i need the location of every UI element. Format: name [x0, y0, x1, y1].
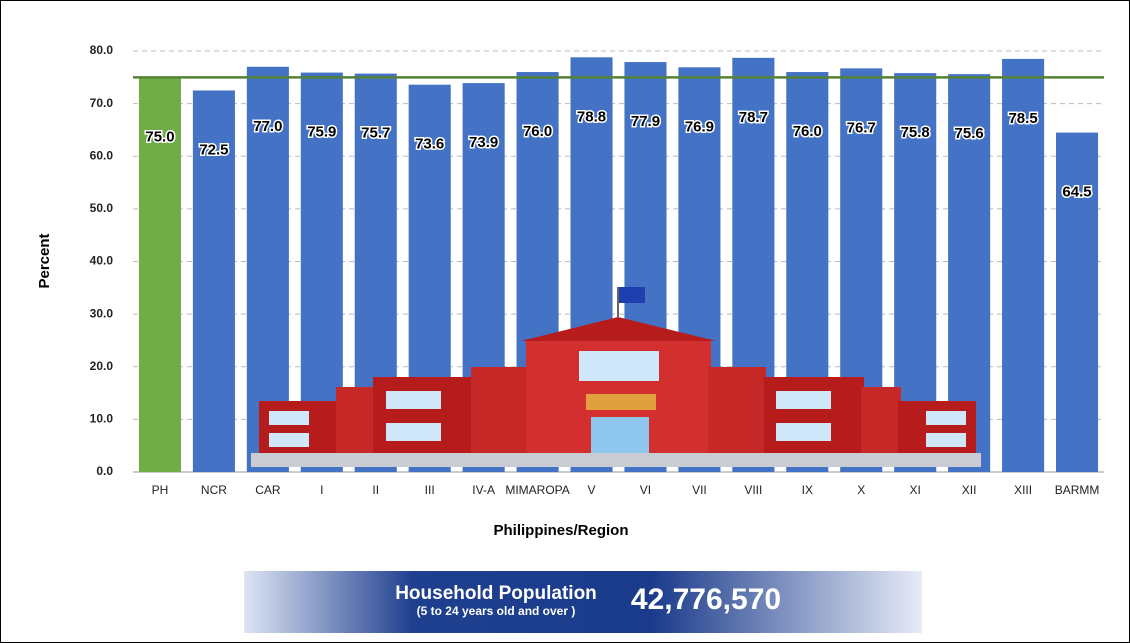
y-tick-label: 60.0 — [90, 148, 114, 162]
x-tick-label: XIII — [1014, 483, 1032, 497]
x-tick-label: IV-A — [472, 483, 495, 497]
value-label: 75.7 — [361, 125, 390, 142]
value-label: 75.0 — [145, 128, 174, 145]
value-label: 78.7 — [739, 109, 768, 126]
value-label: 75.9 — [307, 124, 336, 141]
value-label: 78.8 — [577, 108, 606, 125]
y-tick-label: 40.0 — [90, 254, 114, 268]
page: 0.0 10.0 20.0 30.0 40.0 50.0 60.0 70.0 80.0 PH NCR… — [0, 0, 1130, 643]
x-tick-label: VI — [640, 483, 651, 497]
x-tick-label: X — [857, 483, 865, 497]
x-tick-label: BARMM — [1055, 483, 1100, 497]
x-tick-label: CAR — [255, 483, 281, 497]
value-label: 73.6 — [415, 136, 444, 153]
x-tick-label: IX — [802, 483, 813, 497]
y-tick-label: 80.0 — [90, 43, 114, 57]
x-tick-label: XI — [910, 483, 921, 497]
y-tick-label: 0.0 — [96, 464, 113, 478]
value-label: 73.9 — [469, 134, 498, 151]
x-axis-title: Philippines/Region — [493, 522, 628, 539]
value-label: 75.8 — [901, 124, 930, 141]
value-label: 76.0 — [793, 123, 822, 140]
y-axis-title: Percent — [36, 233, 53, 288]
chart: 0.0 10.0 20.0 30.0 40.0 50.0 60.0 70.0 80.0 PH NCR… — [1, 1, 1129, 642]
value-label: 76.0 — [523, 123, 552, 140]
y-tick-label: 20.0 — [90, 359, 114, 373]
x-tick-label: PH — [152, 483, 169, 497]
value-label: 72.5 — [199, 141, 228, 158]
x-tick-label: I — [320, 483, 323, 497]
y-tick-label: 70.0 — [90, 96, 114, 110]
value-label: 78.5 — [1008, 110, 1037, 127]
y-tick-label: 10.0 — [90, 412, 114, 426]
x-tick-label: II — [372, 483, 379, 497]
x-tick-label: III — [425, 483, 435, 497]
value-label: 64.5 — [1062, 184, 1091, 201]
value-label: 75.6 — [955, 125, 984, 142]
y-tick-label: 50.0 — [90, 201, 114, 215]
x-tick-label: MIMAROPA — [505, 483, 569, 497]
value-label: 76.9 — [685, 118, 714, 135]
x-tick-label: NCR — [201, 483, 227, 497]
value-label: 76.7 — [847, 119, 876, 136]
value-label: 77.9 — [631, 113, 660, 130]
value-label: 77.0 — [253, 118, 282, 135]
banner-subtitle: (5 to 24 years old and over ) — [417, 604, 576, 618]
y-tick-label: 30.0 — [90, 306, 114, 320]
banner-title: Household Population — [395, 583, 597, 604]
x-tick-label: VII — [692, 483, 707, 497]
x-tick-label: VIII — [744, 483, 762, 497]
banner-value: 42,776,570 — [631, 583, 781, 616]
x-tick-label: V — [588, 483, 596, 497]
x-tick-label: XII — [962, 483, 977, 497]
